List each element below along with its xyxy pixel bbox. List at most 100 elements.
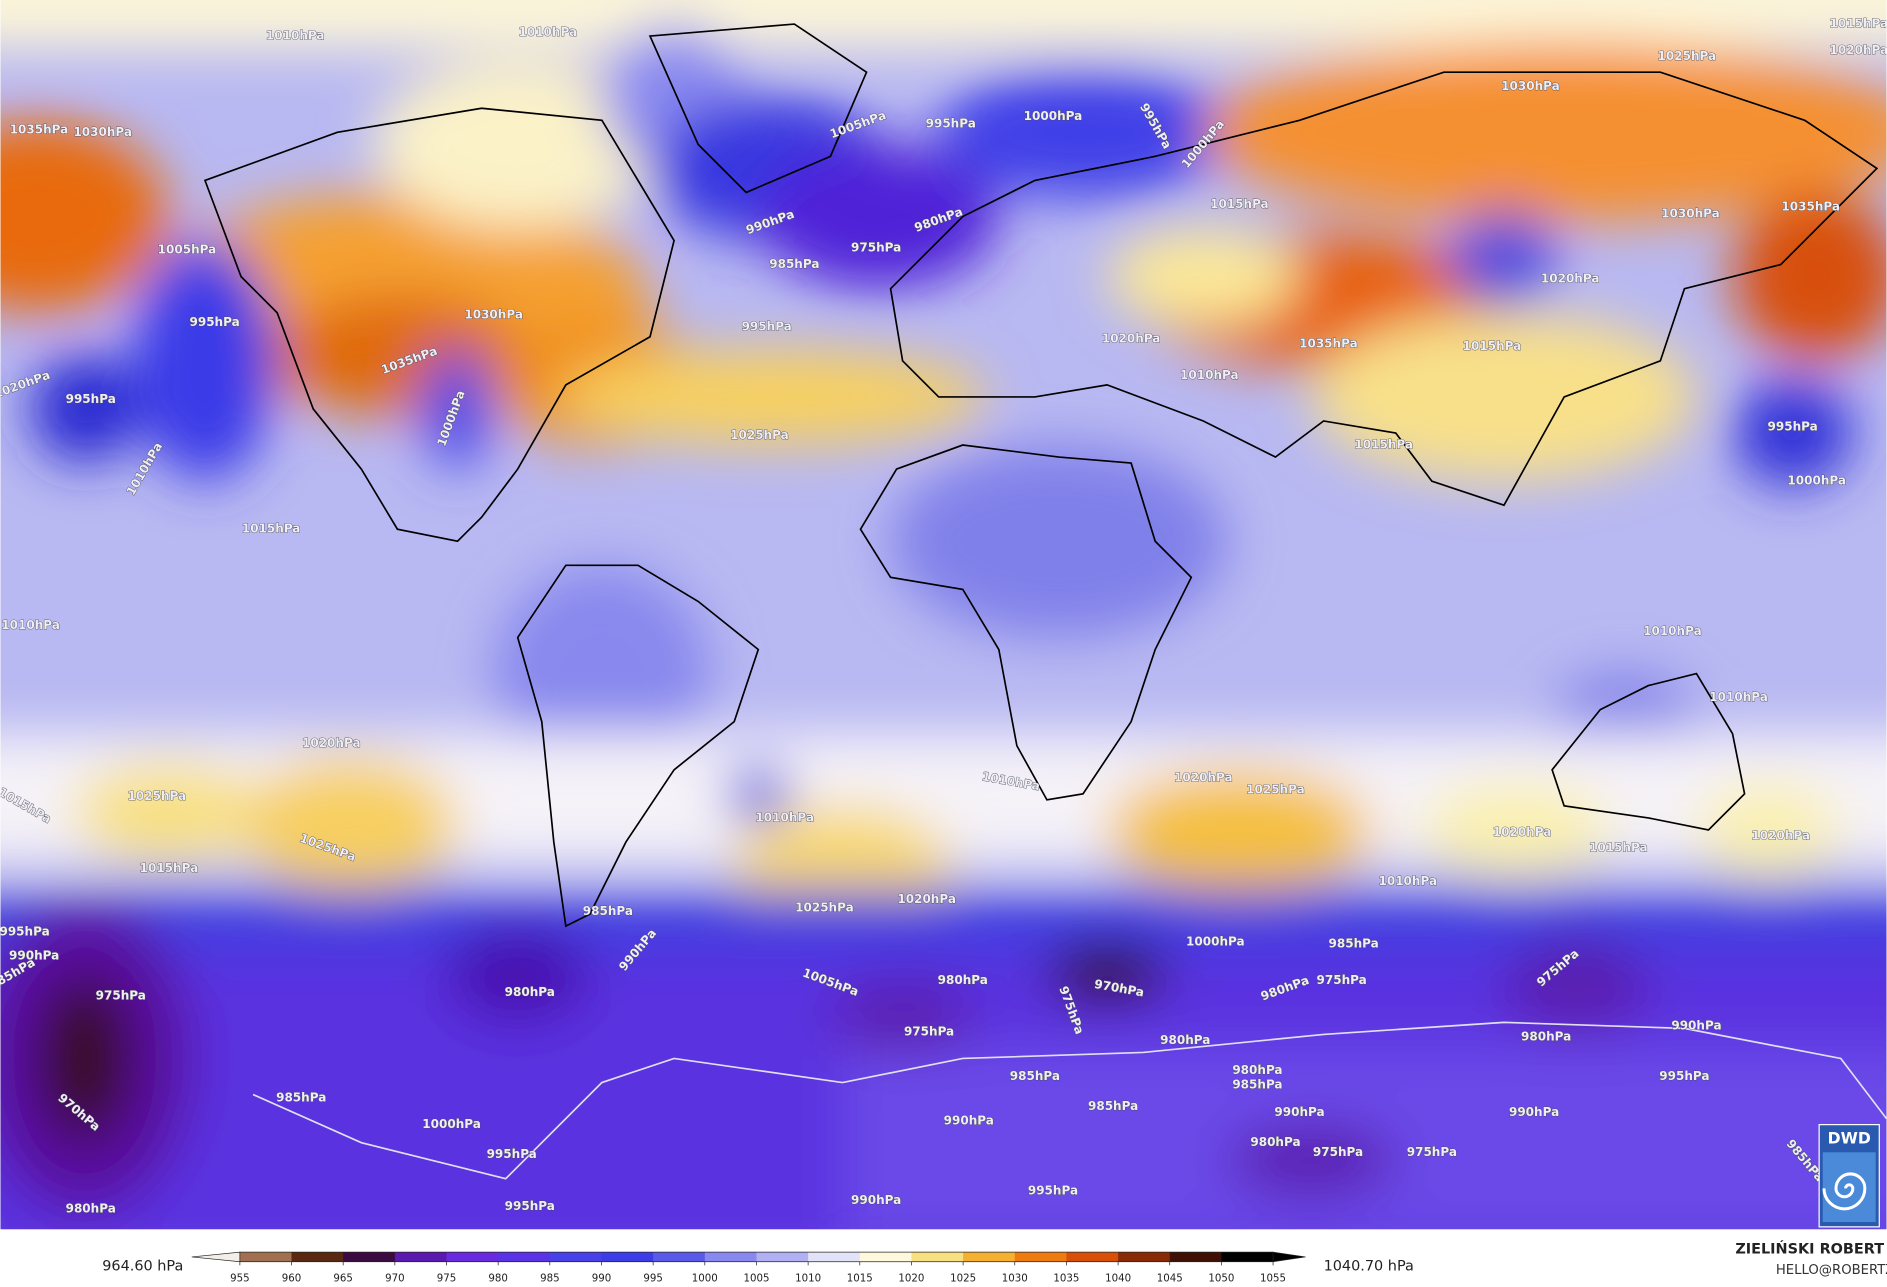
- isobar-label: 1005hPa: [158, 243, 217, 257]
- isobar-label: 985hPa: [769, 257, 819, 271]
- colorbar-tick-label: 1015: [847, 1274, 873, 1285]
- isobar-label: 980hPa: [1232, 1063, 1282, 1077]
- max-label: 1040.70 hPa: [1324, 1259, 1414, 1275]
- colorbar-tick-label: 1005: [743, 1274, 769, 1285]
- min-label: 964.60 hPa: [102, 1259, 183, 1275]
- isobar-label: 985hPa: [1329, 937, 1379, 951]
- colorbar-tick-label: 990: [592, 1274, 612, 1285]
- colorbar-segment: [549, 1252, 602, 1262]
- colorbar-segment: [343, 1252, 396, 1262]
- colorbar-tick-label: 955: [230, 1274, 250, 1285]
- colorbar-segment: [1221, 1252, 1274, 1262]
- colorbar-tick-label: 1055: [1260, 1274, 1286, 1285]
- isobar-label: 1015hPa: [242, 522, 301, 536]
- isobar-label: 1010hPa: [266, 29, 325, 43]
- isobar-label: 1000hPa: [1186, 934, 1245, 948]
- isobar-label: 985hPa: [1010, 1069, 1060, 1083]
- isobar-label: 1025hPa: [1246, 783, 1305, 797]
- isobar-label: 975hPa: [1407, 1145, 1457, 1159]
- isobar-label: 1010hPa: [1709, 690, 1768, 704]
- isobar-label: 1035hPa: [10, 122, 69, 136]
- colorbar-segment: [704, 1252, 757, 1262]
- isobar-label: 1015hPa: [1589, 840, 1648, 854]
- isobar-label: 995hPa: [505, 1199, 555, 1213]
- isobar-label: 975hPa: [1317, 973, 1367, 987]
- colorbar-tick-label: 1020: [898, 1274, 924, 1285]
- isobar-label: 985hPa: [276, 1091, 326, 1105]
- isobar-label: 995hPa: [487, 1147, 537, 1161]
- isobar-label: 1010hPa: [1180, 368, 1239, 382]
- dwd-logo: DWD: [1818, 1124, 1880, 1228]
- isobar-label: 1010hPa: [518, 25, 577, 39]
- isobar-label: 990hPa: [1671, 1018, 1721, 1032]
- colorbar-segment: [859, 1252, 912, 1262]
- isobar-label: 1015hPa: [140, 861, 199, 875]
- colorbar-segment: [756, 1252, 809, 1262]
- colorbar-tick-label: 1030: [1002, 1274, 1028, 1285]
- isobar-label: 980hPa: [1521, 1029, 1571, 1043]
- colorbar-tick-label: 965: [333, 1274, 353, 1285]
- isobar-label: 1030hPa: [464, 308, 523, 322]
- isobar-label: 1020hPa: [1751, 828, 1810, 842]
- colorbar-end: [191, 1251, 241, 1263]
- isobar-label: 1025hPa: [1658, 49, 1717, 63]
- isobar-label: 975hPa: [851, 240, 901, 254]
- isobar-label: 1030hPa: [1501, 79, 1560, 93]
- isobar-label: 1010hPa: [755, 810, 814, 824]
- isobar-label: 980hPa: [1250, 1135, 1300, 1149]
- contact: HELLO@ROBERTZ.CO: [1776, 1263, 1887, 1278]
- isobar-label: 1030hPa: [73, 125, 132, 139]
- isobar-label: 985hPa: [583, 904, 633, 918]
- isobar-label: 1020hPa: [1102, 332, 1161, 346]
- colorbar-tick-label: 985: [540, 1274, 560, 1285]
- colorbar-tick-label: 1040: [1105, 1274, 1131, 1285]
- colorbar-segment: [911, 1252, 964, 1262]
- isobar-label: 1000hPa: [1024, 109, 1083, 123]
- colorbar-tick-label: 1045: [1157, 1274, 1183, 1285]
- isobar-label: 1020hPa: [1174, 771, 1233, 785]
- colorbar-segment: [963, 1252, 1016, 1262]
- antarctic-coast: [252, 1021, 1887, 1180]
- isobar-label: 1010hPa: [1643, 624, 1702, 638]
- isobar-label: 985hPa: [1088, 1099, 1138, 1113]
- isobar-label: 1030hPa: [1661, 207, 1720, 221]
- isobar-label: 975hPa: [1313, 1145, 1363, 1159]
- colorbar-segment: [446, 1252, 499, 1262]
- colorbar-segment: [601, 1252, 654, 1262]
- isobar-label: 995hPa: [1768, 419, 1818, 433]
- isobar-label: 990hPa: [1274, 1105, 1324, 1119]
- isobar-label: 985hPa: [1232, 1077, 1282, 1091]
- isobar-label: 995hPa: [189, 315, 239, 329]
- colorbar-segment: [1118, 1252, 1171, 1262]
- isobar-label: 1035hPa: [1299, 337, 1358, 351]
- isobar-label: 995hPa: [926, 116, 976, 130]
- author: ZIELIŃSKI ROBERT: [1735, 1240, 1884, 1258]
- isobar-label: 1025hPa: [128, 789, 187, 803]
- isobar-label: 1020hPa: [1830, 43, 1887, 57]
- isobar-label: 995hPa: [0, 925, 50, 939]
- colorbar-tick-label: 975: [437, 1274, 457, 1285]
- colorbar-tick-label: 1025: [950, 1274, 976, 1285]
- isobar-label: 1015hPa: [1210, 197, 1269, 211]
- isobar-label: 1020hPa: [897, 892, 956, 906]
- isobar-label: 980hPa: [938, 973, 988, 987]
- isobar-label: 1000hPa: [1787, 474, 1846, 488]
- isobar-label: 1000hPa: [422, 1117, 481, 1131]
- isobar-label: 995hPa: [1659, 1069, 1709, 1083]
- isobar-label: 1010hPa: [1378, 874, 1437, 888]
- isobar-label: 975hPa: [904, 1025, 954, 1039]
- colorbar-segment: [1169, 1252, 1222, 1262]
- colorbar-segment: [1014, 1252, 1067, 1262]
- colorbar-segment: [394, 1252, 447, 1262]
- colorbar-tick-label: 970: [385, 1274, 405, 1285]
- isobar-label: 975hPa: [96, 988, 146, 1002]
- colorbar-segment: [1066, 1252, 1119, 1262]
- isobar-label: 990hPa: [1509, 1105, 1559, 1119]
- isobar-label: 990hPa: [851, 1193, 901, 1207]
- isobar-label: 990hPa: [944, 1114, 994, 1128]
- colorbar-segment: [291, 1252, 344, 1262]
- colorbar: 955 960 965 970 975 980 985 990 995 1000 1005 1010 1…: [191, 1251, 1306, 1285]
- colorbar-segment: [808, 1252, 861, 1262]
- isobar-label: 1035hPa: [1781, 199, 1840, 213]
